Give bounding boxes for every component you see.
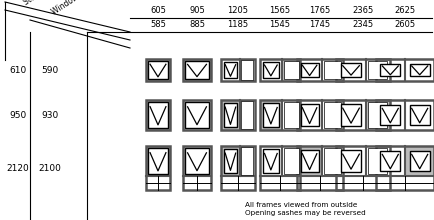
Text: Stud opening: Stud opening	[22, 0, 70, 7]
Bar	[241, 60, 253, 80]
Text: 2625: 2625	[395, 6, 416, 15]
Bar	[241, 101, 253, 129]
Text: 1185: 1185	[227, 20, 249, 29]
Bar	[301, 104, 319, 126]
Bar	[324, 148, 341, 174]
Bar	[224, 103, 237, 127]
Bar	[263, 103, 279, 127]
Text: All frames viewed from outside: All frames viewed from outside	[245, 202, 357, 208]
Text: 2365: 2365	[352, 6, 374, 15]
Bar	[341, 63, 362, 77]
Bar	[185, 148, 209, 174]
Bar	[301, 150, 319, 172]
Bar	[183, 59, 211, 81]
Bar	[297, 100, 343, 130]
Bar	[368, 148, 388, 174]
Bar	[297, 146, 343, 190]
Bar	[146, 59, 170, 81]
Bar	[260, 100, 282, 130]
Bar	[185, 61, 209, 79]
Bar	[146, 146, 170, 176]
Text: 930: 930	[41, 110, 59, 119]
Text: 610: 610	[10, 66, 26, 75]
Bar	[375, 59, 434, 81]
Bar	[410, 151, 430, 171]
Bar	[221, 146, 240, 176]
Bar	[341, 150, 362, 172]
Bar	[301, 63, 319, 77]
Text: 2345: 2345	[352, 20, 374, 29]
Bar	[297, 146, 322, 176]
Text: 1205: 1205	[227, 6, 249, 15]
Bar	[260, 100, 300, 130]
Bar	[260, 146, 300, 190]
Bar	[405, 146, 434, 176]
Bar	[183, 146, 211, 190]
Bar	[221, 146, 255, 190]
Text: 2100: 2100	[39, 163, 62, 172]
Bar	[336, 146, 390, 190]
Bar	[148, 102, 168, 128]
Bar	[375, 146, 434, 190]
Text: 885: 885	[189, 20, 205, 29]
Text: 2120: 2120	[7, 163, 30, 172]
Bar	[380, 105, 400, 125]
Bar	[410, 105, 430, 125]
Bar	[336, 59, 390, 81]
Bar	[263, 62, 279, 78]
Text: 950: 950	[10, 110, 26, 119]
Bar	[221, 59, 255, 81]
Bar	[224, 149, 237, 173]
Bar	[221, 100, 255, 130]
Bar	[336, 100, 390, 130]
Bar	[185, 102, 209, 128]
Bar	[146, 100, 170, 130]
Text: Window size: Window size	[50, 0, 95, 17]
Bar	[375, 100, 434, 130]
Bar	[241, 147, 253, 175]
Bar	[341, 104, 362, 126]
Bar	[297, 59, 343, 81]
Text: 590: 590	[41, 66, 59, 75]
Bar	[146, 59, 170, 81]
Text: Opening sashes may be reversed: Opening sashes may be reversed	[245, 210, 366, 216]
Text: 1745: 1745	[309, 20, 331, 29]
Bar	[284, 102, 299, 128]
Bar	[260, 59, 300, 81]
Bar	[183, 59, 211, 81]
Bar	[324, 102, 341, 128]
Bar	[148, 61, 168, 79]
Bar	[148, 148, 168, 174]
Bar	[221, 100, 240, 130]
Text: 585: 585	[150, 20, 166, 29]
Bar	[284, 61, 299, 79]
Text: 905: 905	[189, 6, 205, 15]
Text: 1565: 1565	[270, 6, 290, 15]
Bar	[380, 64, 400, 76]
Bar	[324, 61, 341, 79]
Text: 605: 605	[150, 6, 166, 15]
Bar	[368, 61, 388, 79]
Bar	[183, 100, 211, 130]
Bar	[224, 62, 237, 78]
Bar	[366, 100, 390, 130]
Bar	[146, 100, 170, 130]
Bar	[368, 102, 388, 128]
Bar	[410, 64, 430, 76]
Bar	[263, 149, 279, 173]
Text: 1765: 1765	[309, 6, 331, 15]
Text: 2605: 2605	[395, 20, 416, 29]
Bar	[282, 59, 300, 81]
Bar	[146, 146, 170, 190]
Text: 1545: 1545	[270, 20, 290, 29]
Bar	[380, 151, 400, 171]
Bar	[284, 148, 299, 174]
